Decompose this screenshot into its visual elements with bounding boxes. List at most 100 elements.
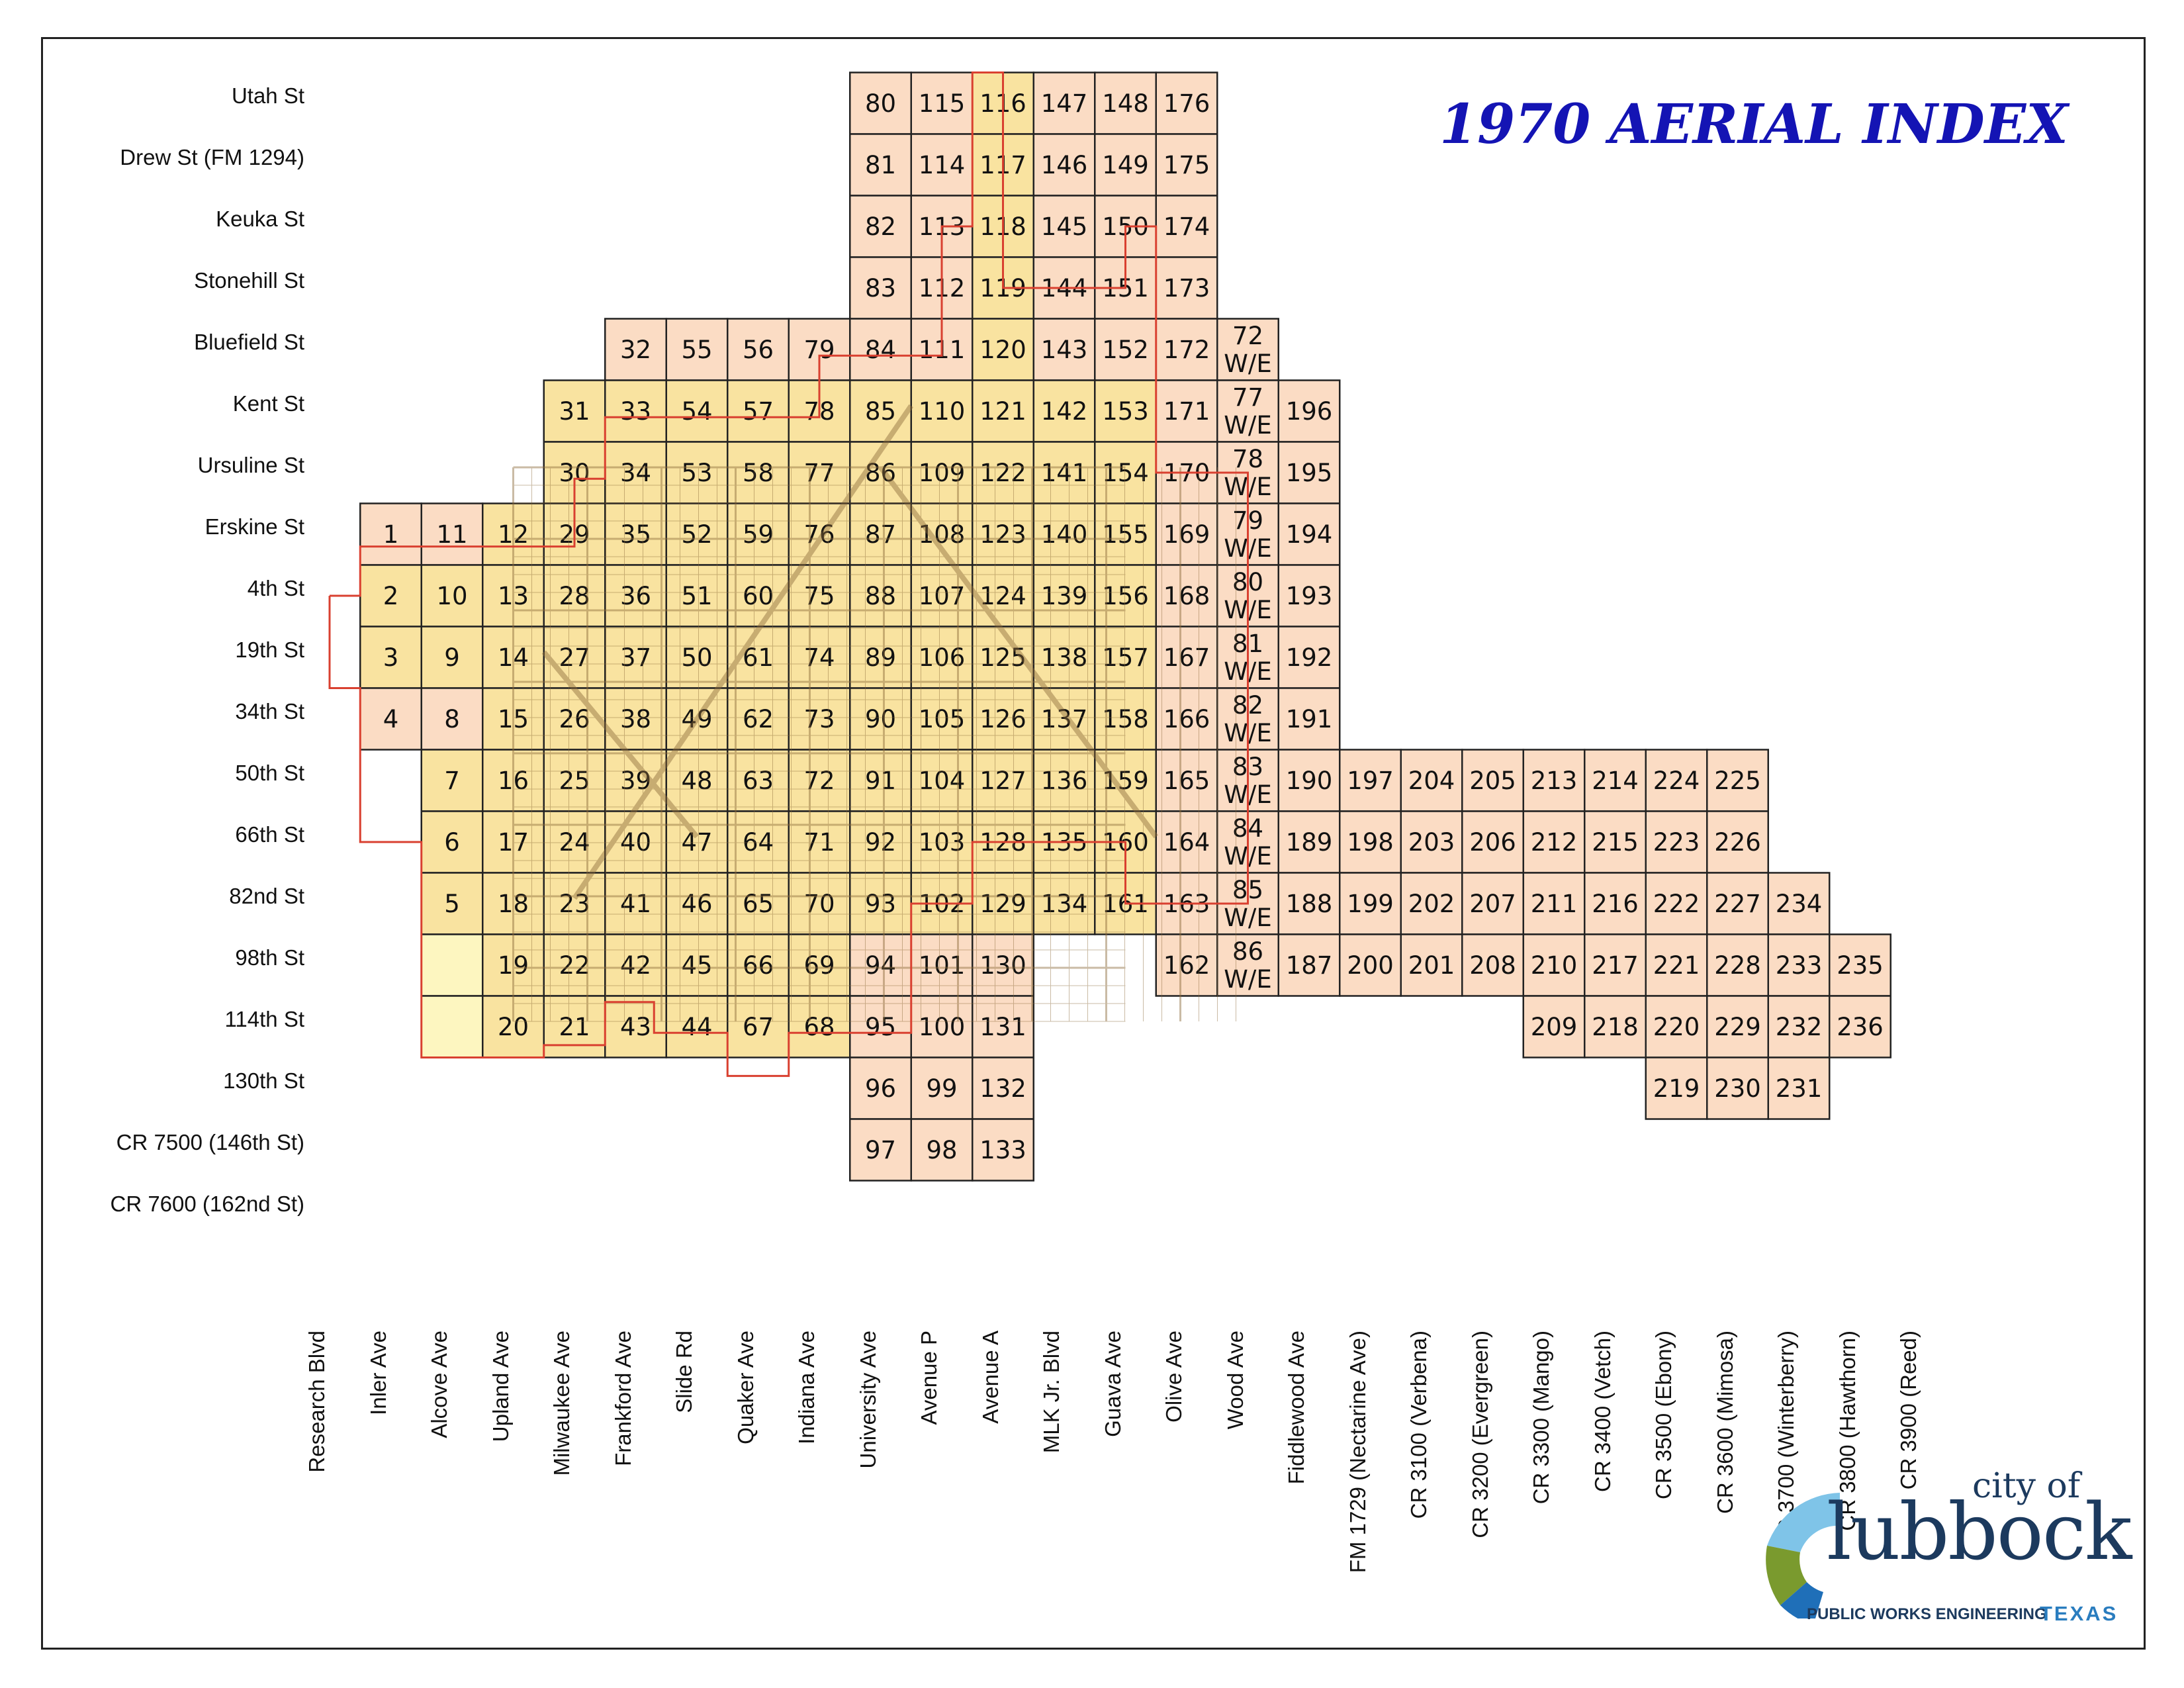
row-label: Erskine St [205, 514, 304, 539]
index-tile: 187 [1277, 933, 1341, 997]
index-tile: 154 [1094, 441, 1157, 504]
tile-number: 59 [743, 520, 774, 549]
row-label: 50th St [235, 761, 304, 785]
index-tile: 21 [543, 995, 606, 1058]
index-tile: 87 [849, 502, 912, 566]
tile-number: 75 [803, 582, 835, 610]
index-tile: 198 [1339, 810, 1402, 874]
index-tile: 215 [1584, 810, 1647, 874]
tile-number: 130 [979, 951, 1026, 980]
index-tile: 11 [420, 502, 484, 566]
index-tile: 216 [1584, 872, 1647, 935]
tile-number: 39 [620, 767, 651, 795]
tile-number: 36 [620, 582, 651, 610]
tile-number: 83 [865, 274, 896, 303]
tile-number: 26 [559, 705, 590, 733]
tile-number: 175 [1163, 151, 1210, 179]
tile-number: 192 [1286, 643, 1333, 672]
tile-number: 85 [865, 397, 896, 426]
tile-number: 227 [1714, 890, 1761, 918]
tile-number: 213 [1531, 767, 1578, 795]
index-tile: 152 [1094, 318, 1157, 381]
index-tile: 59 [727, 502, 790, 566]
index-tile [420, 995, 484, 1058]
tile-number: 48 [681, 767, 712, 795]
tile-number: 80 [865, 89, 896, 118]
tile-number: 97 [865, 1136, 896, 1164]
index-tile: 145 [1032, 195, 1096, 258]
index-tile: 211 [1522, 872, 1586, 935]
tile-number: 89 [865, 643, 896, 672]
tile-number: W/E [1224, 350, 1271, 378]
index-tile: 50 [665, 626, 729, 689]
row-label: 19th St [235, 637, 304, 662]
index-tile: 193 [1277, 564, 1341, 628]
tile-number: 234 [1776, 890, 1823, 918]
index-tile: 7 [420, 749, 484, 812]
tile-number: 197 [1347, 767, 1394, 795]
index-tile: 174 [1155, 195, 1218, 258]
index-tile: 199 [1339, 872, 1402, 935]
index-tile: 168 [1155, 564, 1218, 628]
index-tile: 65 [727, 872, 790, 935]
row-label: Ursuline St [197, 453, 304, 477]
tile-number: 3 [383, 643, 399, 672]
index-tile: 101 [910, 933, 974, 997]
index-tile: 142 [1032, 379, 1096, 443]
index-tile: 46 [665, 872, 729, 935]
index-tile [420, 933, 484, 997]
map-frame [41, 37, 2146, 1650]
index-tile: 81 [849, 133, 912, 197]
tile-number: 196 [1286, 397, 1333, 426]
tile-number: 86 [1232, 937, 1263, 966]
index-tile: 55 [665, 318, 729, 381]
tile-number: 140 [1041, 520, 1088, 549]
tile-number: 202 [1408, 890, 1455, 918]
index-tile: 66 [727, 933, 790, 997]
tile-number: 137 [1041, 705, 1088, 733]
row-label: CR 7500 (146th St) [116, 1130, 304, 1154]
index-tile: 158 [1094, 687, 1157, 751]
index-tile: 34 [604, 441, 667, 504]
index-tile: 4 [359, 687, 422, 751]
tile-number: 193 [1286, 582, 1333, 610]
index-tile: 212 [1522, 810, 1586, 874]
tile-number: 208 [1469, 951, 1516, 980]
index-tile: 9 [420, 626, 484, 689]
tile-number: 62 [743, 705, 774, 733]
tile-number: 55 [681, 336, 712, 364]
tile-number: 57 [743, 397, 774, 426]
index-tile: 219 [1645, 1056, 1708, 1120]
tile-number: 37 [620, 643, 651, 672]
tile-number: 210 [1531, 951, 1578, 980]
index-tile: 18 [482, 872, 545, 935]
tile-number: 12 [498, 520, 529, 549]
tile-number: 23 [559, 890, 590, 918]
index-tile: 54 [665, 379, 729, 443]
index-tile: 85 [849, 379, 912, 443]
city-of-lubbock-logo: city of lubbock PUBLIC WORKS ENGINEERING… [1741, 1466, 2138, 1645]
index-tile: 19 [482, 933, 545, 997]
tile-number: 95 [865, 1013, 896, 1041]
index-tile: 206 [1461, 810, 1524, 874]
tile-number: 168 [1163, 582, 1210, 610]
logo-state: TEXAS [2040, 1602, 2118, 1625]
row-label: Keuka St [216, 207, 304, 231]
index-tile: 3 [359, 626, 422, 689]
index-tile: 57 [727, 379, 790, 443]
tile-number: 64 [743, 828, 774, 857]
tile-number: 218 [1592, 1013, 1639, 1041]
tile-number: 115 [919, 89, 966, 118]
index-tile: 106 [910, 626, 974, 689]
row-label: 98th St [235, 945, 304, 970]
index-tile: 191 [1277, 687, 1341, 751]
tile-number: 13 [498, 582, 529, 610]
tile-number: 166 [1163, 705, 1210, 733]
tile-number: 153 [1102, 397, 1149, 426]
index-tile: 134 [1032, 872, 1096, 935]
tile-number: 211 [1531, 890, 1578, 918]
index-tile: 14 [482, 626, 545, 689]
tile-number: 11 [436, 520, 467, 549]
tile-number: W/E [1224, 965, 1271, 994]
tile-number: 235 [1837, 951, 1884, 980]
